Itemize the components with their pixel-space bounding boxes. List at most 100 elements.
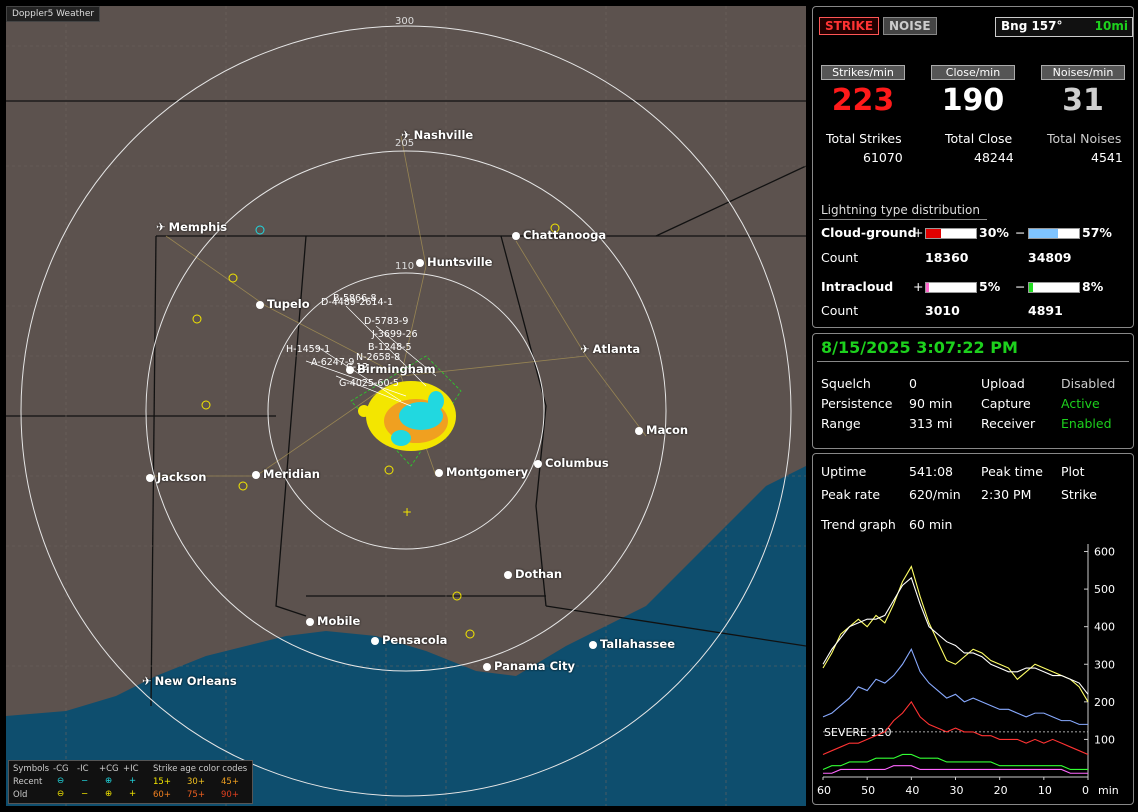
y-tick-label: 100	[1094, 733, 1115, 746]
ic-positive-count: 3010	[925, 303, 960, 318]
close-per-min-header: Close/min	[931, 65, 1015, 80]
trend-panel: Uptime 541:08 Peak time Plot Peak rate 6…	[812, 453, 1134, 805]
plot-label: Plot	[1061, 464, 1085, 479]
storm-cell-label[interactable]: D-4489-2614-1	[321, 297, 393, 308]
city-dot-icon	[416, 259, 424, 267]
city-dot-icon	[252, 471, 260, 479]
city-dot-icon	[371, 637, 379, 645]
storm-cell-label[interactable]: H-1459-1	[286, 344, 331, 355]
ic-positive-bar	[925, 282, 977, 293]
x-tick-label: 60	[817, 784, 831, 797]
close-per-min-value: 190	[941, 83, 1005, 118]
storm-cell-label[interactable]: B-1248-5	[368, 342, 412, 353]
ic-negative-fill	[1029, 283, 1033, 292]
city-dot-icon	[306, 618, 314, 626]
plot-value[interactable]: Strike	[1061, 487, 1097, 502]
ic-plus-sign: +	[913, 279, 924, 294]
legend-age-label: Strike age color codes	[153, 764, 248, 774]
city-dothan: Dothan	[504, 567, 562, 581]
upload-label: Upload	[981, 376, 1025, 391]
legend-age-45: 45+	[221, 777, 239, 787]
city-name: Montgomery	[446, 465, 529, 479]
y-tick-label: 500	[1094, 583, 1115, 596]
strikes-per-min-header: Strikes/min	[821, 65, 905, 80]
total-strikes-label: Total Strikes	[826, 131, 902, 146]
city-dot-icon	[256, 301, 264, 309]
legend-old-pos-cg-icon: ⊕	[105, 789, 113, 799]
airport-icon: ✈	[580, 342, 590, 356]
legend-col-pos-ic: +IC	[123, 764, 139, 774]
cg-count-label: Count	[821, 250, 859, 265]
peak-time-value: 2:30 PM	[981, 487, 1032, 502]
legend-age-30: 30+	[187, 777, 205, 787]
storm-cell-label[interactable]: B-5866-8	[333, 293, 377, 304]
trend-series-line-5	[823, 765, 1088, 774]
ic-negative-pct: 8%	[1082, 279, 1104, 294]
legend-old-neg-cg-icon: ⊖	[57, 789, 65, 799]
range-label-205: 205	[395, 138, 415, 149]
storm-cell-label[interactable]: D-5783-9	[364, 316, 409, 327]
trend-series-line-2	[822, 647, 1088, 725]
ic-negative-count: 4891	[1028, 303, 1063, 318]
city-name: Dothan	[515, 567, 563, 581]
storm-cell-label[interactable]: G-4025-60-5	[339, 378, 399, 389]
distance-value: 10mi	[1094, 19, 1128, 33]
trend-series-line-4	[822, 753, 1088, 771]
legend-old-label: Old	[13, 790, 28, 800]
legend-col-pos-cg: +CG	[99, 764, 119, 774]
intracloud-label: Intracloud	[821, 279, 894, 294]
storm-cell-label[interactable]: N-2658-8	[356, 352, 401, 363]
current-datetime: 8/15/2025 3:07:22 PM	[821, 338, 1018, 357]
city-name: Jackson	[157, 470, 207, 484]
strike-button[interactable]: STRIKE	[819, 17, 880, 35]
noise-button[interactable]: NOISE	[883, 17, 937, 35]
status-panel: 8/15/2025 3:07:22 PM Squelch 0 Persisten…	[812, 333, 1134, 449]
storm-cell-label[interactable]: C-12	[346, 362, 369, 373]
x-tick-label: 0	[1082, 784, 1089, 797]
x-unit-label: min	[1098, 784, 1119, 797]
map-base: +	[6, 6, 806, 806]
range-label-300: 300	[395, 16, 415, 27]
noises-per-min-header: Noises/min	[1041, 65, 1125, 80]
peak-rate-value: 620/min	[909, 487, 961, 502]
legend-age-75: 75+	[187, 790, 205, 800]
city-name: New Orleans	[154, 674, 237, 688]
status-divider	[817, 361, 1129, 362]
city-dot-icon	[146, 474, 154, 482]
y-tick-label: 200	[1094, 696, 1115, 709]
y-tick-label: 300	[1094, 658, 1115, 671]
city-tupelo: Tupelo	[256, 297, 310, 311]
receiver-value: Enabled	[1061, 416, 1112, 431]
storm-cell-label[interactable]: A-6247-9	[311, 357, 355, 368]
bearing-value: Bng 157°	[1001, 19, 1063, 33]
lightning-map[interactable]: + Doppler5 Weather 300 205 110 ✈ Nashvill…	[6, 6, 806, 806]
city-dot-icon	[512, 232, 520, 240]
city-chattanooga: Chattanooga	[512, 228, 606, 242]
symbol-legend: Symbols -CG -IC +CG +IC Strike age color…	[8, 760, 253, 804]
cg-plus-sign: +	[913, 225, 924, 240]
uptime-label: Uptime	[821, 464, 867, 479]
airport-icon: ✈	[142, 674, 152, 688]
legend-old-neg-ic-icon: −	[81, 789, 89, 799]
storm-cell-label[interactable]: J-3699-26	[372, 329, 418, 340]
cg-positive-bar	[925, 228, 977, 239]
range-value: 313 mi	[909, 416, 953, 431]
receiver-label: Receiver	[981, 416, 1036, 431]
range-label-110: 110	[395, 261, 415, 272]
city-macon: Macon	[635, 423, 688, 437]
total-close-label: Total Close	[945, 131, 1013, 146]
city-tallahassee: Tallahassee	[589, 637, 675, 651]
city-mobile: Mobile	[306, 614, 360, 628]
ic-count-label: Count	[821, 303, 859, 318]
city-jackson: Jackson	[146, 470, 206, 484]
legend-recent-neg-ic-icon: −	[81, 776, 89, 786]
squelch-label: Squelch	[821, 376, 871, 391]
trend-series-line-1	[822, 576, 1089, 695]
legend-col-neg-cg: -CG	[53, 764, 69, 774]
strikes-per-min-value: 223	[831, 83, 895, 118]
ic-positive-pct: 5%	[979, 279, 1001, 294]
city-name: Chattanooga	[523, 228, 607, 242]
severe-label: SEVERE 120	[824, 726, 892, 739]
legend-old-pos-ic-icon: +	[129, 789, 137, 799]
